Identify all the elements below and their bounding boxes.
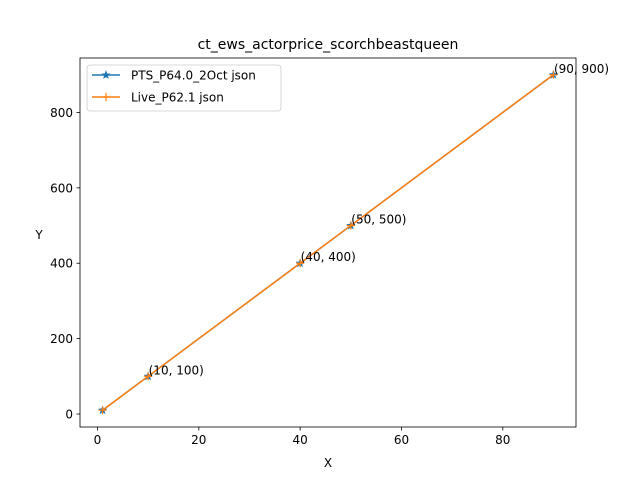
x-tick-label: 80 [495,433,510,447]
legend-marker [102,93,110,101]
data-point [549,70,558,79]
plot-frame [79,57,577,428]
x-tick-label: 40 [292,433,307,447]
chart-title: ct_ews_actorprice_scorchbeastqueen [198,37,459,53]
y-tick-label: 400 [50,257,73,271]
legend: PTS_P64.0_2Oct json Live_P62.1 json [86,64,282,112]
legend-label: Live_P62.1 json [131,91,224,105]
series-2 [98,70,558,415]
y-tick-label: 600 [50,181,73,195]
data-label: (50, 500) [351,213,406,227]
y-tick-label: 200 [50,332,73,346]
data-label: (90, 900) [554,62,609,76]
x-axis-label: X [324,456,332,470]
legend-entry: Live_P62.1 json [92,91,224,105]
y-axis-label: Y [34,228,43,242]
data-point [144,372,153,381]
data-label: (10, 100) [149,363,204,377]
x-tick-label: 0 [94,433,102,447]
y-tick-label: 0 [65,407,73,421]
data-label: (40, 400) [301,250,356,264]
data-point [346,221,355,230]
data-point [98,406,107,415]
legend-marker [101,70,111,79]
x-tick-label: 60 [394,433,409,447]
legend-entry: PTS_P64.0_2Oct json [92,69,256,83]
legend-label: PTS_P64.0_2Oct json [131,69,256,83]
data-point [296,259,305,268]
x-tick-label: 20 [191,433,206,447]
legend-frame [86,64,282,112]
y-tick-label: 800 [50,106,73,120]
